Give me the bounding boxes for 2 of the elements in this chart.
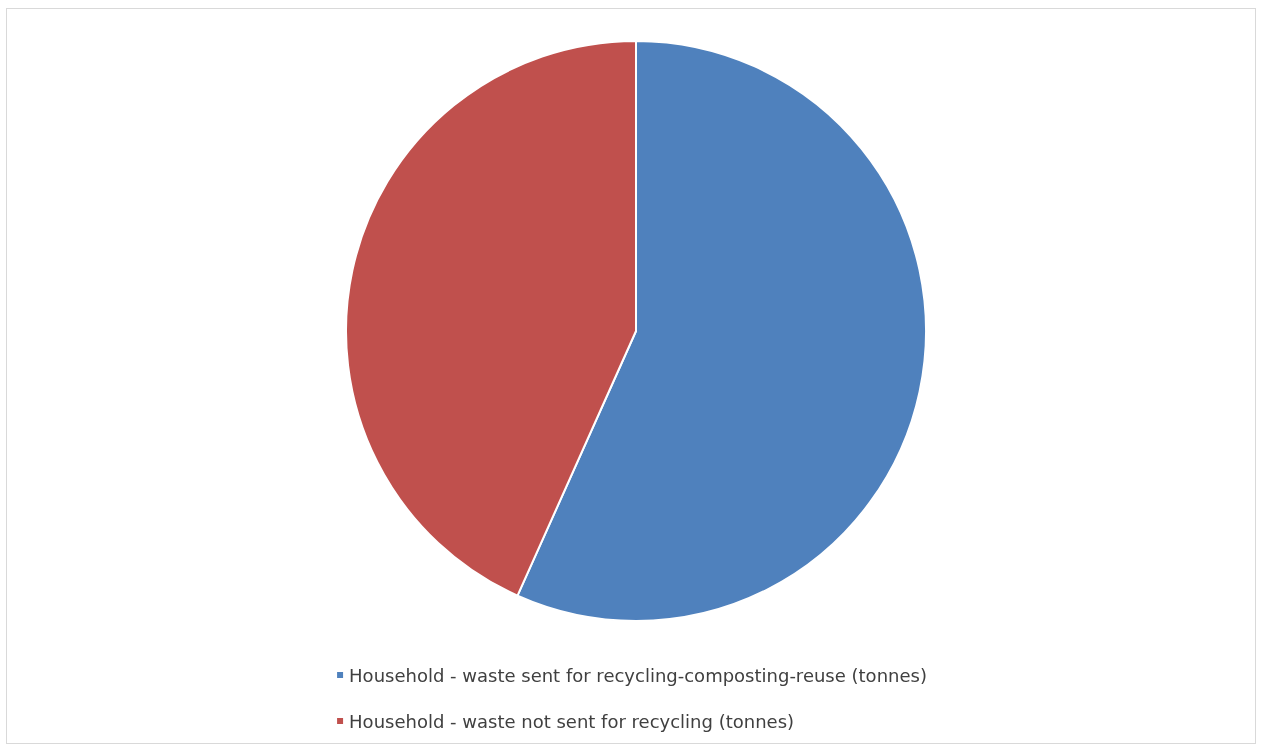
legend-label: Household - waste not sent for recycling (tonnes): [349, 710, 795, 732]
legend-label: Household - waste sent for recycling-composting-reuse (tonnes): [349, 664, 927, 686]
